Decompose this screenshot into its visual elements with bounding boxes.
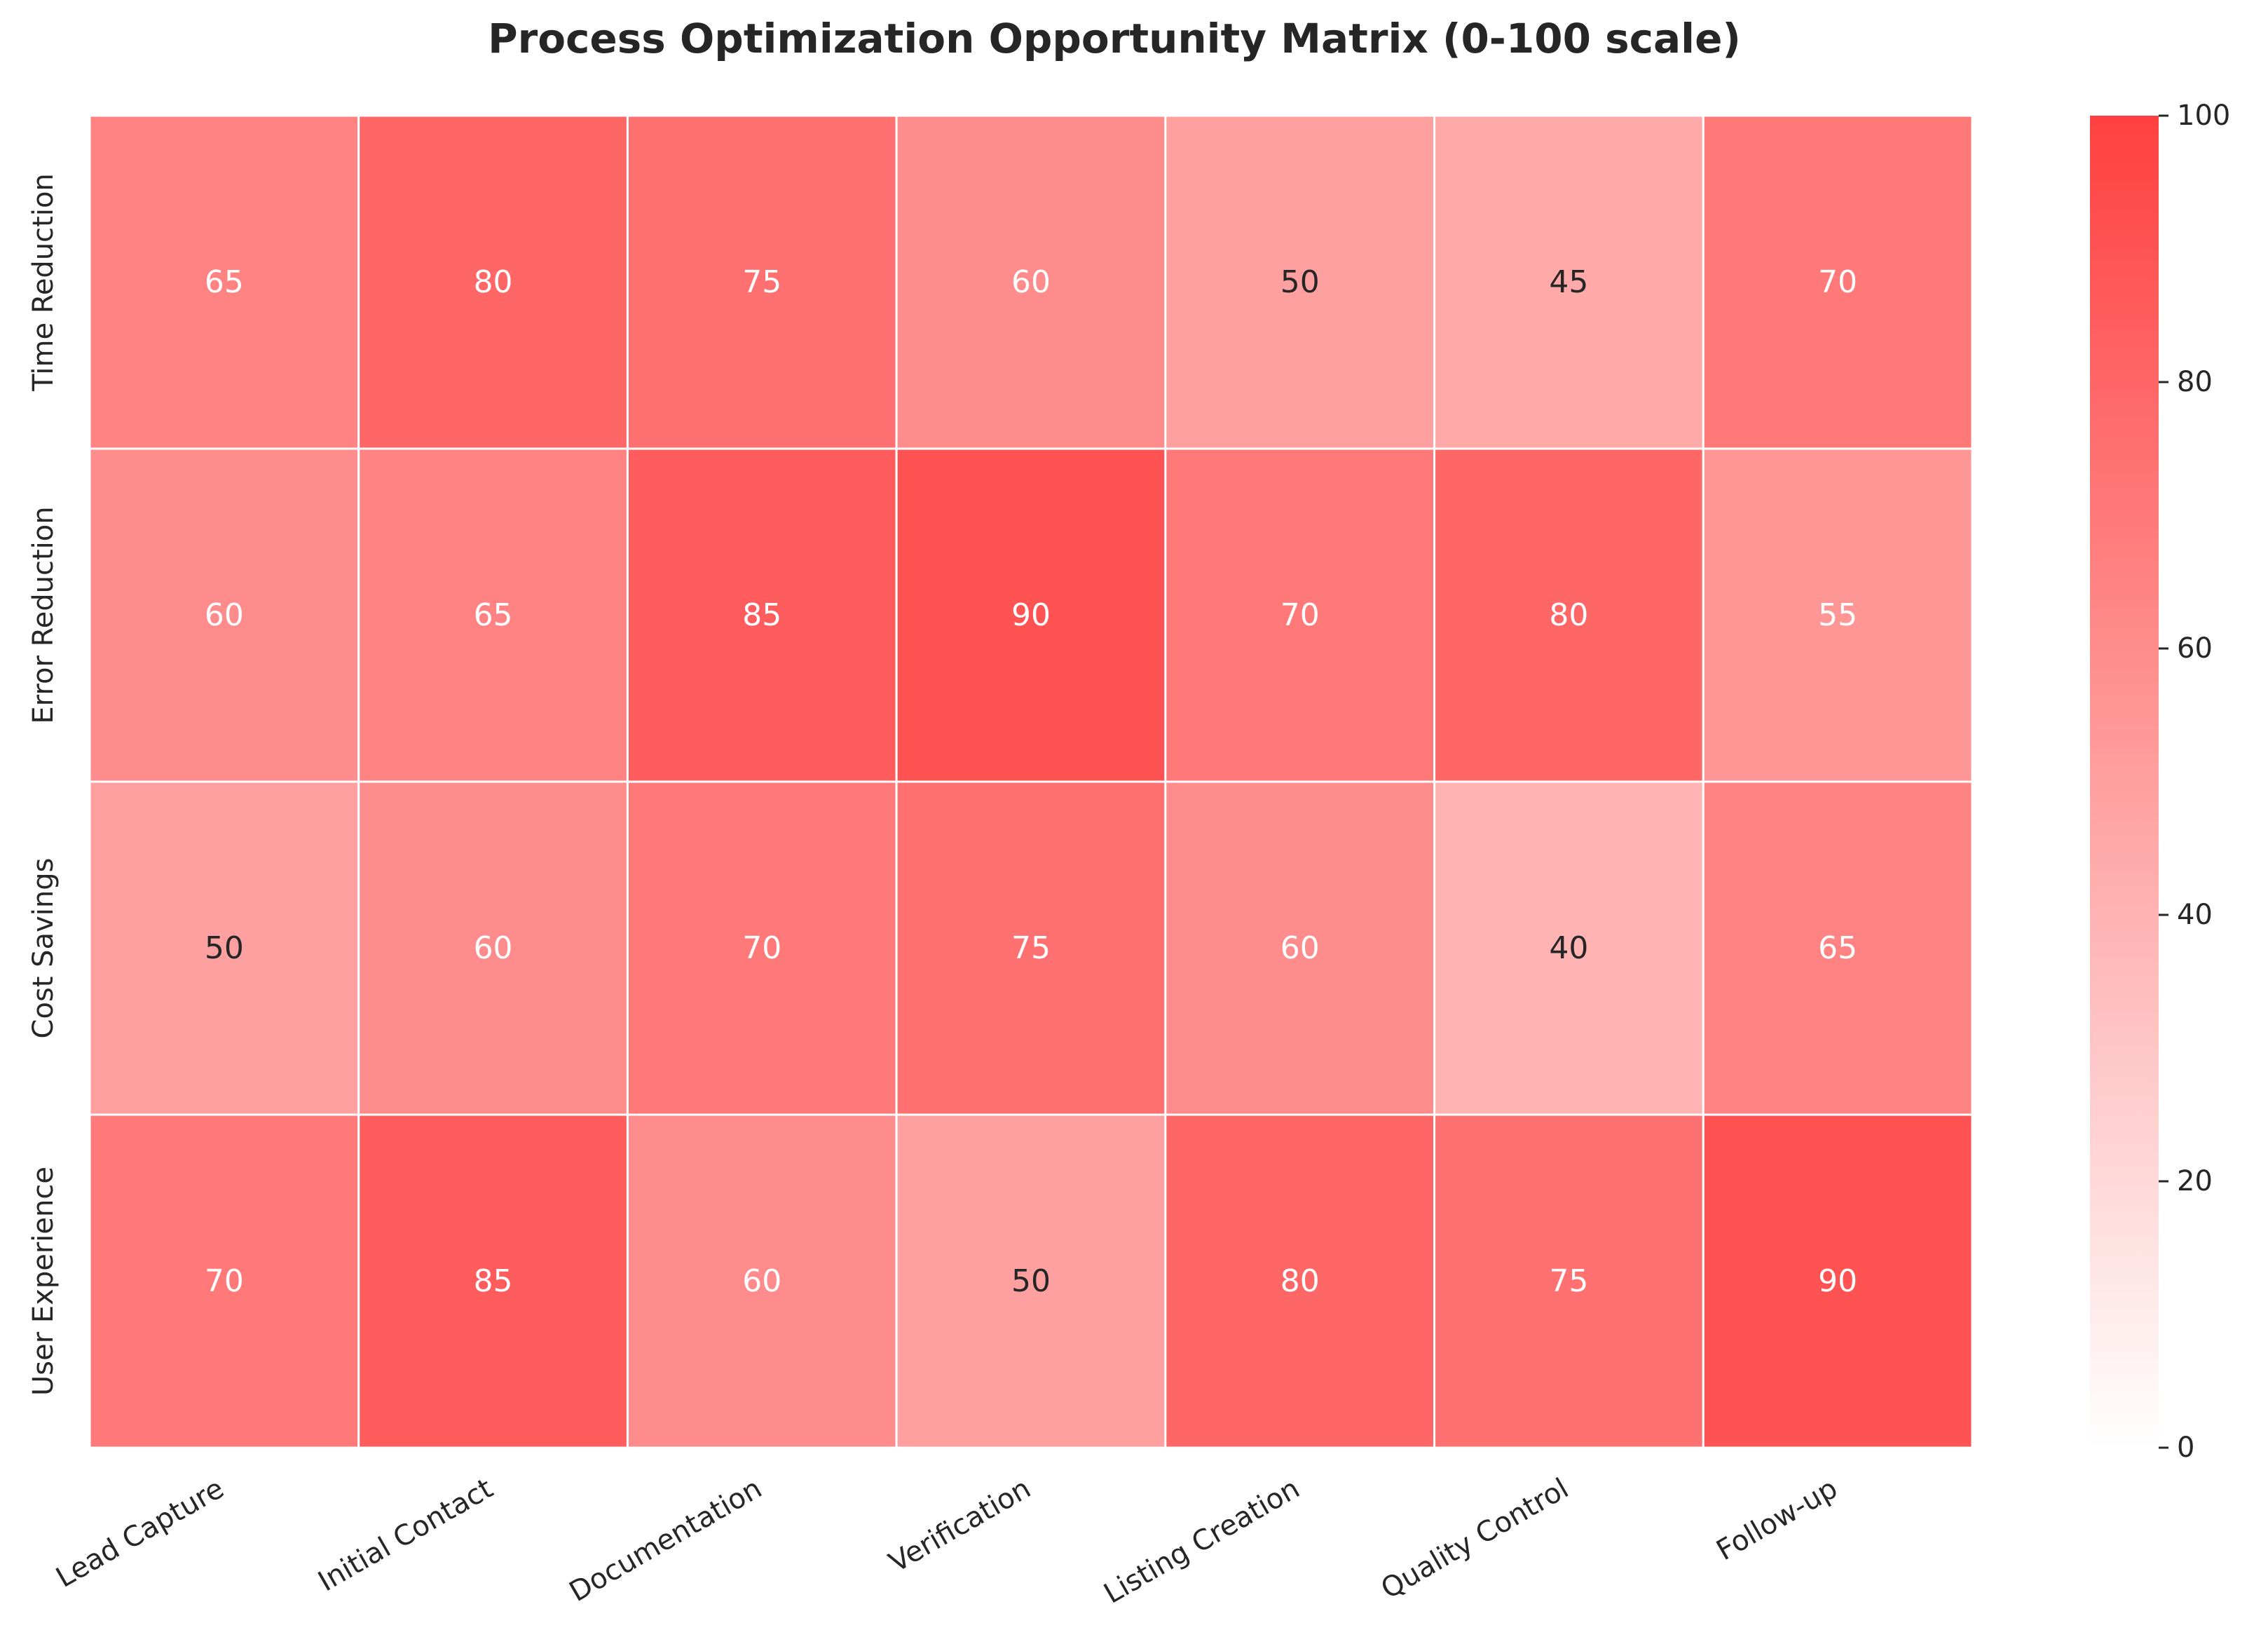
- column-label: Listing Creation: [1099, 1472, 1306, 1610]
- colorbar-tick-label: 40: [2177, 899, 2213, 931]
- column-label: Verification: [884, 1472, 1037, 1579]
- row-label: User Experience: [27, 1167, 60, 1396]
- cell-value-label: 80: [474, 264, 513, 300]
- heatmap-cell: [357, 1113, 629, 1449]
- cell-value-label: 80: [1280, 1263, 1320, 1299]
- heatmap-cell: [88, 447, 360, 783]
- colorbar-tick-label: 0: [2177, 1432, 2194, 1464]
- column-label: Lead Capture: [50, 1472, 229, 1594]
- heatmap-cell: [1433, 1113, 1705, 1449]
- heatmap-cell: [1702, 1113, 1974, 1449]
- cell-value-label: 85: [742, 597, 781, 633]
- heatmap-cell: [1164, 114, 1436, 450]
- cell-value-label: 90: [1818, 1263, 1857, 1299]
- cell-value-label: 60: [205, 597, 244, 633]
- column-labels: Lead Capture Initial Contact Documentation…: [50, 1472, 1843, 1610]
- heatmap-cell: [1702, 447, 1974, 783]
- cell-value-label: 90: [1011, 597, 1051, 633]
- cell-value-label: 40: [1549, 930, 1588, 966]
- heatmap-cell: [626, 114, 898, 450]
- row-label: Time Reduction: [27, 173, 60, 392]
- heatmap-cell: [895, 114, 1167, 450]
- cell-value-label: 50: [1280, 264, 1320, 300]
- cell-value-label: 50: [205, 930, 244, 966]
- heatmap-cell: [1433, 447, 1705, 783]
- heatmap-cells: 65 80 75 60 50 45 70 60 65 85 90 70 80 55 50 60 70 75 60 40…: [88, 114, 1974, 1449]
- heatmap-cell: [895, 1113, 1167, 1449]
- colorbar-tick-label: 60: [2177, 632, 2213, 665]
- cell-value-label: 75: [1011, 930, 1051, 966]
- colorbar-tick-label: 20: [2177, 1165, 2213, 1197]
- column-label: Documentation: [564, 1472, 767, 1608]
- cell-value-label: 60: [1011, 264, 1051, 300]
- colorbar: 0 20 40 60 80 100: [2090, 100, 2230, 1464]
- cell-value-label: 75: [742, 264, 781, 300]
- row-label: Error Reduction: [27, 506, 60, 723]
- heatmap-cell: [1702, 780, 1974, 1116]
- cell-value-label: 60: [742, 1263, 781, 1299]
- heatmap-cell: [895, 780, 1167, 1116]
- cell-value-label: 65: [205, 264, 244, 300]
- cell-value-label: 60: [474, 930, 513, 966]
- cell-value-label: 50: [1011, 1263, 1051, 1299]
- cell-value-label: 55: [1818, 597, 1857, 633]
- cell-value-label: 65: [1818, 930, 1857, 966]
- heatmap-cell: [357, 114, 629, 450]
- cell-value-label: 45: [1549, 264, 1588, 300]
- heatmap-cell: [1433, 780, 1705, 1116]
- cell-value-label: 60: [1280, 930, 1320, 966]
- colorbar-gradient: [2090, 116, 2159, 1448]
- colorbar-tick-label: 80: [2177, 366, 2213, 398]
- row-label: Cost Savings: [27, 858, 60, 1039]
- chart-title: Process Optimization Opportunity Matrix …: [488, 15, 1741, 62]
- column-label: Quality Control: [1376, 1472, 1574, 1605]
- cell-value-label: 85: [474, 1263, 513, 1299]
- heatmap-cell: [626, 780, 898, 1116]
- cell-value-label: 70: [1280, 597, 1320, 633]
- heatmap-cell: [357, 780, 629, 1116]
- heatmap-cell: [1164, 780, 1436, 1116]
- heatmap-cell: [626, 447, 898, 783]
- cell-value-label: 80: [1549, 597, 1588, 633]
- cell-value-label: 75: [1549, 1263, 1588, 1299]
- column-label: Initial Contact: [313, 1472, 498, 1598]
- heatmap-cell: [88, 1113, 360, 1449]
- heatmap-cell: [1433, 114, 1705, 450]
- cell-value-label: 70: [742, 930, 781, 966]
- heatmap-cell: [1164, 447, 1436, 783]
- column-label: Follow-up: [1712, 1472, 1843, 1567]
- heatmap-cell: [88, 780, 360, 1116]
- heatmap-cell: [88, 114, 360, 450]
- cell-value-label: 70: [205, 1263, 244, 1299]
- cell-value-label: 70: [1818, 264, 1857, 300]
- colorbar-tick-label: 100: [2177, 100, 2230, 132]
- cell-value-label: 65: [474, 597, 513, 633]
- row-labels: Time Reduction Error Reduction Cost Saving…: [27, 173, 60, 1396]
